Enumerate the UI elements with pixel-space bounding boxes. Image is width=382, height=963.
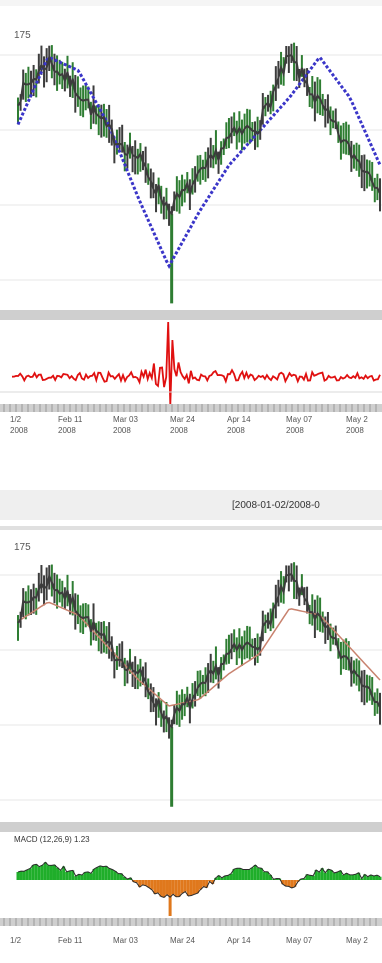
chart-1-volume-line: [11, 321, 381, 406]
chart-2-tick-band: [0, 918, 382, 926]
x-tick-year: 2008: [170, 426, 188, 435]
x-tick-label: Apr 14: [227, 936, 251, 945]
x-tick-label: May 2: [346, 415, 368, 424]
x-tick-label: 1/2: [10, 415, 22, 424]
x-tick-label: May 07: [286, 415, 313, 424]
chart-1-grid: [0, 54, 382, 281]
x-tick-year: 2008: [227, 426, 245, 435]
x-tick-label: Mar 24: [170, 415, 195, 424]
chart-2-separator: [0, 822, 382, 832]
chart-2-grid: [0, 574, 382, 801]
x-tick-label: Mar 03: [113, 936, 138, 945]
chart-divider: [0, 526, 382, 530]
chart-1-price-line: [17, 53, 381, 216]
chart-1-y-label: 175: [14, 30, 31, 41]
x-tick-year: 2008: [286, 426, 304, 435]
x-tick-year: 2008: [10, 426, 28, 435]
chart-1-x-labels: 1/2 2008 Feb 11 2008 Mar 03 2008 Mar 24 …: [10, 415, 368, 435]
chart-2-macd-line: [17, 861, 381, 898]
chart-2-x-labels: 1/2 Feb 11 Mar 03 Mar 24 Apr 14 May 07 M…: [10, 936, 368, 945]
x-tick-year: 2008: [346, 426, 364, 435]
chart-2-price-line: [17, 572, 381, 729]
x-tick-year: 2008: [113, 426, 131, 435]
chart-1: 175 1/2 2008 Feb 11 2008 Mar 03 2008 Mar…: [0, 0, 382, 530]
x-tick-label: 1/2: [10, 936, 22, 945]
x-tick-label: Mar 24: [170, 936, 195, 945]
x-tick-label: May 07: [286, 936, 313, 945]
x-tick-label: May 2: [346, 936, 368, 945]
chart-1-tick-band: [0, 404, 382, 412]
chart-2-y-label: 175: [14, 542, 31, 553]
x-tick-label: Feb 11: [58, 415, 83, 424]
x-tick-label: Apr 14: [227, 415, 251, 424]
chart-1-separator: [0, 310, 382, 320]
chart-2-ticks: [3, 918, 377, 926]
chart-2: 175 MACD (12,26,9) 1.23 1/2 Feb 11 Mar 0…: [0, 542, 382, 945]
top-strip: [0, 0, 382, 6]
chart-1-range-footer: [0, 490, 382, 520]
chart-1-ticks: [3, 404, 377, 412]
chart-1-bollinger-line: [16, 55, 382, 270]
x-tick-label: Feb 11: [58, 936, 83, 945]
chart-2-indicator-title: MACD (12,26,9) 1.23: [14, 835, 90, 844]
chart-1-range-text: [2008-01-02/2008-0: [232, 500, 320, 511]
x-tick-label: Mar 03: [113, 415, 138, 424]
chart-2-macd-histogram: [16, 862, 382, 916]
x-tick-year: 2008: [58, 426, 76, 435]
